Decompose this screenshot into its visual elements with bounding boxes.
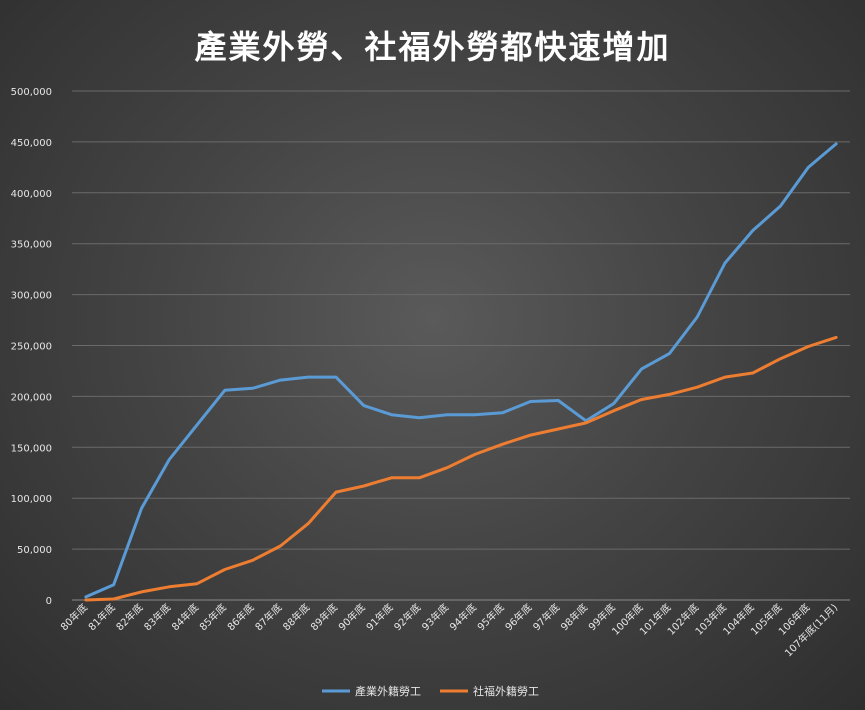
x-tick-label: 89年底: [308, 601, 340, 633]
y-tick-label: 250,000: [11, 342, 52, 353]
x-tick-label: 90年底: [336, 601, 368, 633]
y-tick-label: 300,000: [11, 291, 52, 302]
x-tick-label: 87年底: [252, 601, 284, 633]
y-tick-label: 450,000: [11, 138, 52, 149]
x-tick-label: 88年底: [280, 601, 312, 633]
x-tick-label: 92年底: [391, 601, 423, 633]
x-tick-label: 86年底: [224, 601, 256, 633]
x-tick-label: 96年底: [502, 601, 534, 633]
x-tick-label: 93年底: [419, 601, 451, 633]
x-tick-label: 85年底: [197, 601, 229, 633]
x-axis-ticks: 80年底81年底82年底83年底84年底85年底86年底87年底88年底89年底…: [58, 601, 841, 659]
legend: 產業外籍勞工 社福外籍勞工: [322, 684, 539, 698]
series-line-1: [84, 142, 838, 599]
x-tick-label: 95年底: [474, 601, 506, 633]
y-tick-label: 50,000: [17, 545, 52, 556]
y-tick-label: 100,000: [11, 494, 52, 505]
y-tick-label: 150,000: [11, 443, 52, 454]
x-tick-label: 82年底: [113, 601, 145, 633]
y-axis-ticks: 0 50,000 100,000 150,000 200,000 250,000 300,0…: [11, 87, 52, 607]
legend-label: 產業外籍勞工: [355, 684, 421, 698]
x-tick-label: 98年底: [558, 601, 590, 633]
x-tick-label: 83年底: [141, 601, 173, 633]
legend-label: 社福外籍勞工: [473, 684, 539, 698]
x-tick-label: 97年底: [530, 601, 562, 633]
y-tick-label: 200,000: [11, 392, 52, 403]
y-tick-label: 350,000: [11, 240, 52, 251]
series-lines: [84, 142, 838, 602]
x-tick-label: 84年底: [169, 601, 201, 633]
y-tick-label: 0: [46, 596, 52, 607]
y-tick-label: 400,000: [11, 189, 52, 200]
series-line-2: [84, 335, 838, 602]
x-tick-label: 91年底: [363, 601, 395, 633]
y-tick-label: 500,000: [11, 87, 52, 98]
chart-title: 產業外勞、社福外勞都快速增加: [194, 28, 671, 66]
gridlines: [72, 90, 850, 601]
x-tick-label: 81年底: [85, 601, 117, 633]
x-tick-label: 94年底: [447, 601, 479, 633]
x-tick-label: 80年底: [58, 601, 90, 633]
